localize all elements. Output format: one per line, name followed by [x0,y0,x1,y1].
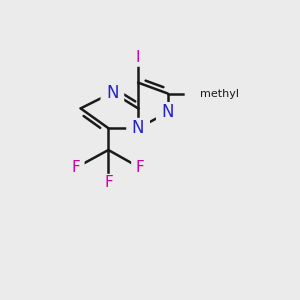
FancyBboxPatch shape [126,118,150,139]
Text: F: F [71,160,80,175]
FancyBboxPatch shape [100,82,124,103]
FancyBboxPatch shape [67,159,85,177]
FancyBboxPatch shape [131,49,146,67]
Text: F: F [104,175,113,190]
FancyBboxPatch shape [100,174,117,192]
Text: F: F [136,160,145,175]
FancyBboxPatch shape [131,159,149,177]
FancyBboxPatch shape [156,102,180,123]
Text: N: N [132,119,144,137]
Text: I: I [136,50,140,65]
FancyBboxPatch shape [185,84,214,103]
Text: N: N [162,103,174,122]
Text: N: N [106,83,118,101]
Text: methyl: methyl [200,88,238,98]
